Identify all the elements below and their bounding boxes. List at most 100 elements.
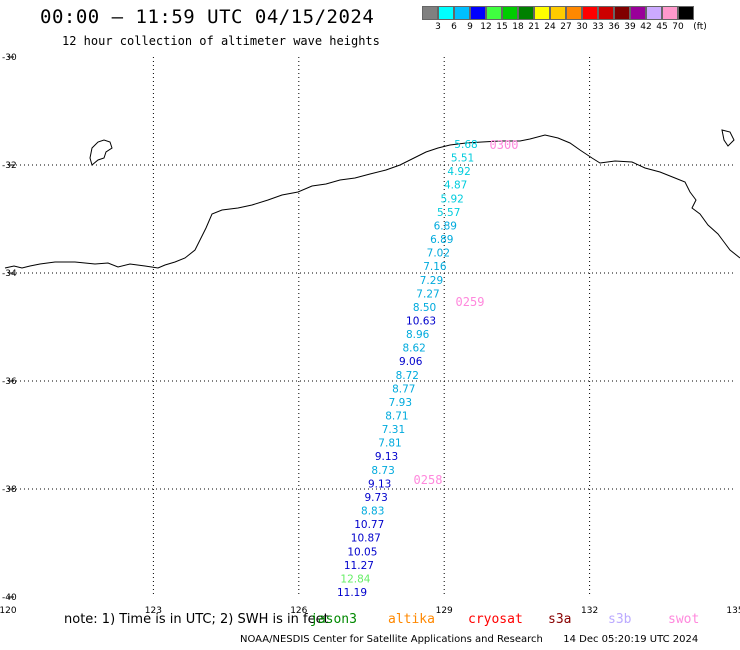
colorbar-tick-label: 45 bbox=[656, 22, 668, 32]
island-outline-east bbox=[721, 129, 735, 147]
colorbar-swatch bbox=[534, 6, 550, 20]
lon-tick-label: 123 bbox=[145, 606, 162, 616]
colorbar-tick-label: 15 bbox=[496, 22, 508, 32]
map-title: 00:00 – 11:59 UTC 04/15/2024 bbox=[40, 6, 375, 28]
lat-tick-label: -36 bbox=[2, 377, 17, 387]
wave-height-value: 5.68 bbox=[454, 139, 477, 151]
wave-height-value: 6.89 bbox=[430, 234, 453, 246]
wave-height-value: 5.51 bbox=[451, 153, 474, 165]
wave-height-value: 7.31 bbox=[382, 424, 405, 436]
pass-time-label: 0300 bbox=[490, 138, 519, 152]
colorbar-swatch bbox=[438, 6, 454, 20]
wave-height-value: 8.50 bbox=[413, 302, 436, 314]
credit-text: NOAA/NESDIS Center for Satellite Applica… bbox=[240, 634, 543, 645]
mission-legend-item: cryosat bbox=[468, 612, 523, 627]
mission-legend-item: s3b bbox=[608, 612, 632, 627]
colorbar-tick-label: 27 bbox=[560, 22, 572, 32]
colorbar-swatch bbox=[630, 6, 646, 20]
wave-height-value: 10.87 bbox=[351, 533, 381, 545]
lon-tick-label: 135 bbox=[726, 606, 740, 616]
mission-legend-item: s3a bbox=[548, 612, 572, 627]
lon-tick-label: 126 bbox=[290, 606, 307, 616]
mission-legend-item: jason3 bbox=[310, 612, 357, 627]
wave-height-value: 7.16 bbox=[423, 261, 447, 273]
colorbar-tick-label: 42 bbox=[640, 22, 652, 32]
wave-height-value: 5.57 bbox=[437, 207, 460, 219]
wave-height-value: 9.13 bbox=[368, 478, 391, 490]
colorbar-swatch bbox=[678, 6, 694, 20]
wave-height-value: 8.77 bbox=[392, 383, 415, 395]
island-outline bbox=[89, 139, 113, 166]
wave-height-value: 6.89 bbox=[434, 220, 457, 232]
mission-legend-item: altika bbox=[388, 612, 435, 627]
colorbar-tick-label: 33 bbox=[592, 22, 604, 32]
colorbar-tick-label: 24 bbox=[544, 22, 556, 32]
wave-height-value: 8.83 bbox=[361, 506, 384, 518]
pass-time-labels: 0300 0259 0258 bbox=[414, 138, 519, 487]
colorbar-swatch bbox=[518, 6, 534, 20]
lat-tick-label: -34 bbox=[2, 269, 17, 279]
colorbar-swatch bbox=[646, 6, 662, 20]
generated-timestamp: 14 Dec 05:20:19 UTC 2024 bbox=[563, 634, 699, 645]
wave-height-value: 10.05 bbox=[347, 546, 377, 558]
colorbar-swatch bbox=[614, 6, 630, 20]
wave-height-value: 11.19 bbox=[337, 587, 367, 599]
colorbar-swatch bbox=[598, 6, 614, 20]
colorbar-swatch bbox=[550, 6, 566, 20]
footer-note: note: 1) Time is in UTC; 2) SWH is in fe… bbox=[64, 612, 329, 627]
wave-height-value: 9.06 bbox=[399, 356, 423, 368]
map-subtitle: 12 hour collection of altimeter wave hei… bbox=[62, 34, 380, 48]
colorbar-swatch bbox=[470, 6, 486, 20]
lon-tick-label: 132 bbox=[581, 606, 598, 616]
wave-height-value: 7.27 bbox=[416, 288, 439, 300]
wave-height-value: 8.96 bbox=[406, 329, 430, 341]
colorbar-tick-label: 18 bbox=[512, 22, 524, 32]
wave-height-value: 8.71 bbox=[385, 411, 408, 423]
colorbar-tick-label: 39 bbox=[624, 22, 636, 32]
colorbar-tick-label: 3 bbox=[435, 22, 441, 32]
wave-height-value: 11.27 bbox=[344, 560, 374, 572]
lon-tick-label: 120 bbox=[0, 606, 17, 616]
wave-height-value: 5.92 bbox=[440, 193, 463, 205]
pass-time-label: 0259 bbox=[456, 295, 485, 309]
colorbar-tick-label: 36 bbox=[608, 22, 620, 32]
lat-tick-label: -30 bbox=[2, 53, 17, 63]
wave-height-value: 4.92 bbox=[447, 166, 470, 178]
colorbar-unit: (ft) bbox=[693, 22, 707, 32]
colorbar-swatch bbox=[582, 6, 598, 20]
wave-height-colorbar bbox=[422, 6, 694, 20]
wave-height-value: 7.81 bbox=[378, 438, 401, 450]
wave-height-value: 8.62 bbox=[402, 343, 425, 355]
coastline bbox=[4, 134, 740, 269]
wave-height-value: 4.87 bbox=[444, 180, 467, 192]
wave-height-value: 9.13 bbox=[375, 451, 398, 463]
colorbar-swatch bbox=[422, 6, 438, 20]
lat-tick-label: -32 bbox=[2, 161, 17, 171]
colorbar-swatch bbox=[502, 6, 518, 20]
colorbar-tick-label: 9 bbox=[467, 22, 473, 32]
wave-height-labels: 5.685.514.924.875.925.576.896.897.027.16… bbox=[337, 139, 478, 599]
colorbar-swatch bbox=[486, 6, 502, 20]
pass-time-label: 0258 bbox=[414, 473, 443, 487]
mission-legend-item: swot bbox=[668, 612, 700, 627]
colorbar-swatch bbox=[454, 6, 470, 20]
wave-height-value: 8.73 bbox=[371, 465, 394, 477]
colorbar-swatch bbox=[662, 6, 678, 20]
colorbar-tick-label: 6 bbox=[451, 22, 457, 32]
colorbar-tick-label: 30 bbox=[576, 22, 588, 32]
wave-height-value: 7.02 bbox=[427, 248, 450, 260]
wave-height-value: 10.63 bbox=[406, 315, 436, 327]
wave-height-value: 12.84 bbox=[340, 573, 370, 585]
footer-credit: NOAA/NESDIS Center for Satellite Applica… bbox=[240, 634, 698, 645]
colorbar-tick-label: 21 bbox=[528, 22, 540, 32]
lat-tick-label: -38 bbox=[2, 485, 17, 495]
wave-height-value: 7.29 bbox=[420, 275, 443, 287]
colorbar-tick-label: 12 bbox=[480, 22, 492, 32]
axis-ticks: 120 123 126 129 132 135 -30 -32 -34 -36 -38 -40 bbox=[0, 53, 740, 616]
colorbar-swatch bbox=[566, 6, 582, 20]
lon-tick-label: 129 bbox=[436, 606, 453, 616]
wave-height-value: 9.73 bbox=[364, 492, 387, 504]
wave-height-value: 10.77 bbox=[354, 519, 384, 531]
lat-tick-label: -40 bbox=[2, 593, 17, 603]
